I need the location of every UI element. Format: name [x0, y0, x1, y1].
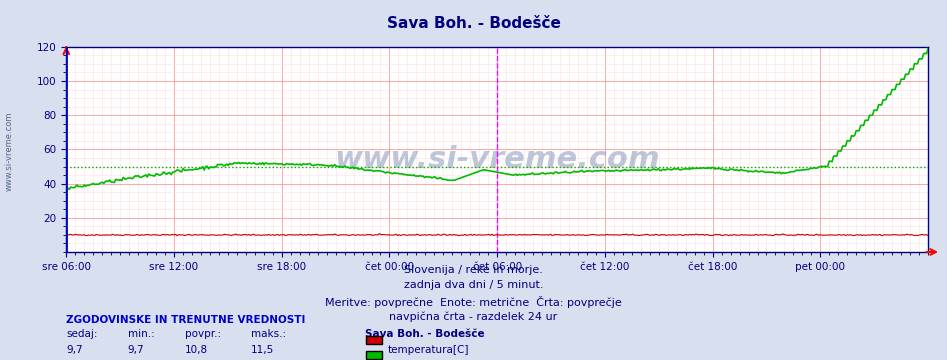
Text: 9,7: 9,7 — [66, 345, 83, 355]
Text: www.si-vreme.com: www.si-vreme.com — [5, 112, 14, 191]
Text: maks.:: maks.: — [251, 329, 286, 339]
Text: povpr.:: povpr.: — [185, 329, 221, 339]
Text: Meritve: povprečne  Enote: metrične  Črta: povprečje: Meritve: povprečne Enote: metrične Črta:… — [325, 296, 622, 307]
Text: temperatura[C]: temperatura[C] — [387, 345, 469, 355]
Text: Slovenija / reke in morje.: Slovenija / reke in morje. — [404, 265, 543, 275]
Text: 11,5: 11,5 — [251, 345, 275, 355]
Text: 10,8: 10,8 — [185, 345, 207, 355]
Text: Sava Boh. - Bodešče: Sava Boh. - Bodešče — [365, 329, 484, 339]
Text: min.:: min.: — [128, 329, 154, 339]
Text: ZGODOVINSKE IN TRENUTNE VREDNOSTI: ZGODOVINSKE IN TRENUTNE VREDNOSTI — [66, 315, 306, 325]
Text: Sava Boh. - Bodešče: Sava Boh. - Bodešče — [386, 16, 561, 31]
Text: zadnja dva dni / 5 minut.: zadnja dva dni / 5 minut. — [403, 280, 544, 290]
Text: navpična črta - razdelek 24 ur: navpična črta - razdelek 24 ur — [389, 311, 558, 321]
Text: sedaj:: sedaj: — [66, 329, 98, 339]
Text: 9,7: 9,7 — [128, 345, 145, 355]
Text: www.si-vreme.com: www.si-vreme.com — [334, 145, 660, 174]
